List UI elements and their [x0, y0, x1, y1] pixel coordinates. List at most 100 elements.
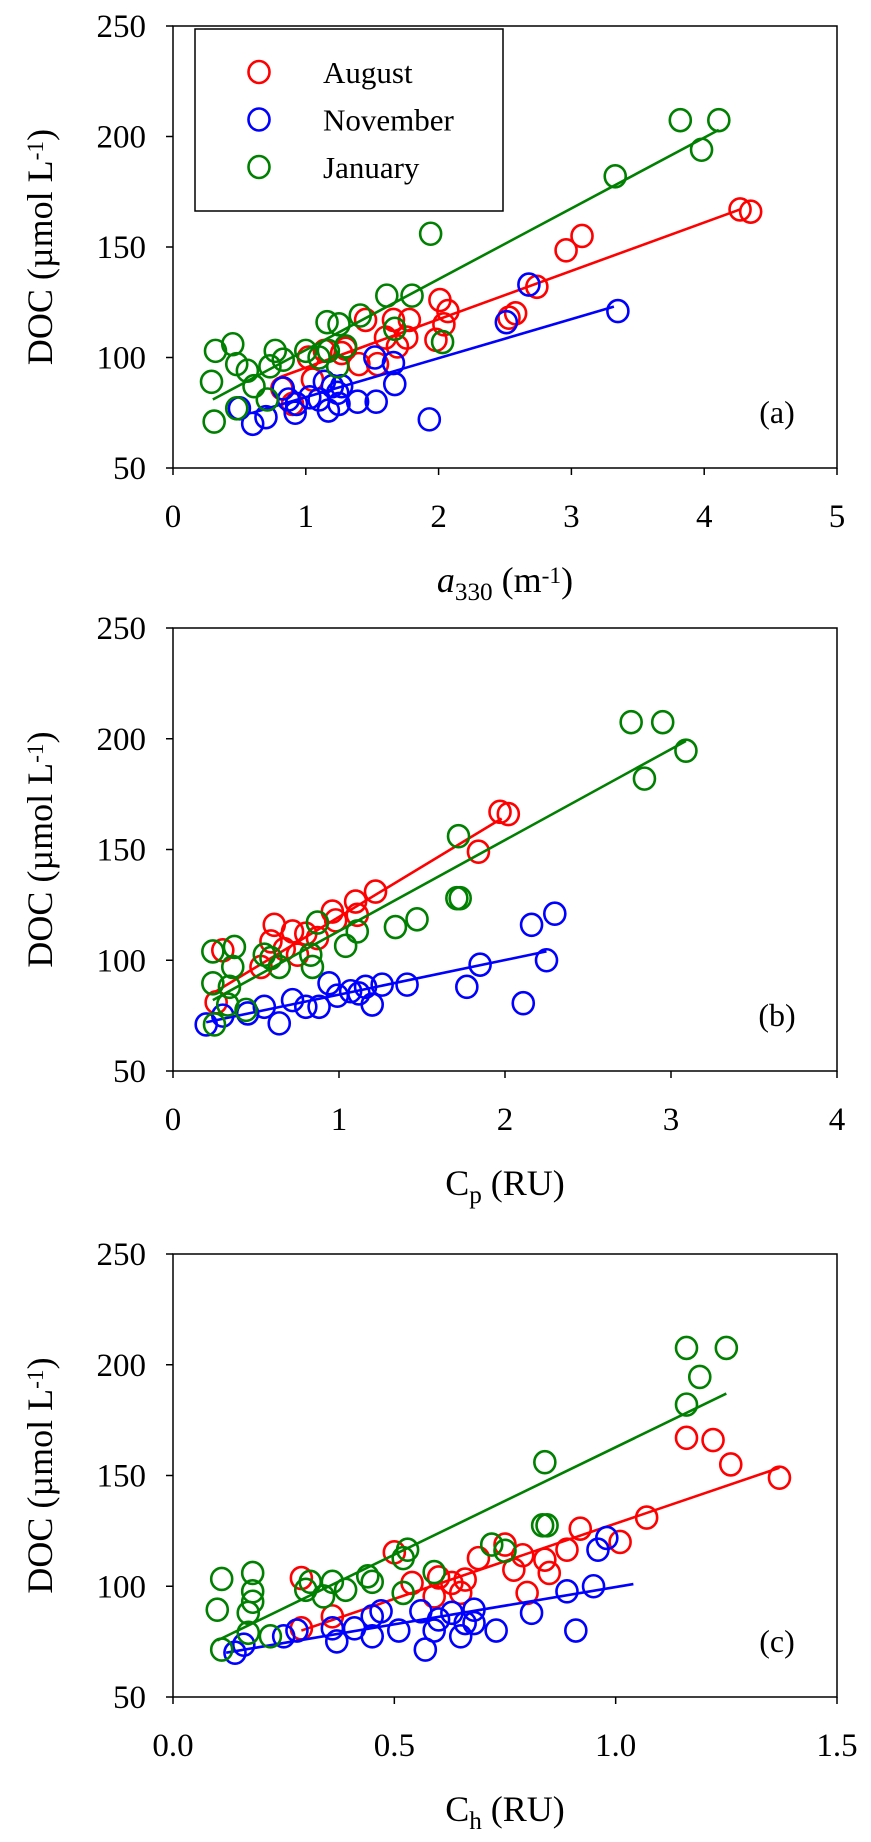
data-point — [674, 1425, 699, 1451]
panel-label: (c) — [759, 1623, 795, 1659]
data-point — [570, 223, 594, 249]
data-point — [363, 879, 388, 904]
series-january — [199, 107, 731, 434]
data-point — [283, 400, 307, 426]
data-point — [728, 197, 752, 222]
data-point — [533, 1547, 557, 1572]
data-point — [448, 1580, 473, 1606]
data-point — [293, 338, 318, 364]
y-axis-title: DOC (µmol L-1) — [20, 1357, 60, 1593]
data-point — [364, 389, 388, 415]
data-point — [568, 1516, 593, 1541]
data-point — [494, 309, 519, 335]
data-point — [280, 987, 305, 1013]
x-axis-title-part: a — [437, 560, 455, 600]
legend-label-august: August — [323, 55, 413, 90]
data-point — [333, 334, 358, 359]
data-point — [234, 997, 258, 1023]
series-august — [270, 197, 763, 417]
data-point — [202, 1012, 227, 1037]
y-axis-title-part: -1 — [23, 141, 49, 161]
x-tick-label: 1 — [331, 1102, 348, 1138]
data-point — [348, 303, 373, 328]
data-point — [271, 1624, 296, 1649]
data-point — [422, 1559, 446, 1585]
data-point — [202, 409, 226, 434]
data-point — [311, 1584, 336, 1609]
data-point — [201, 939, 225, 964]
data-point — [448, 885, 472, 911]
data-point — [493, 1532, 517, 1557]
data-point — [209, 1566, 234, 1592]
x-axis-title-part: p — [469, 1182, 482, 1209]
data-point — [224, 396, 249, 421]
data-point — [315, 309, 339, 335]
data-point — [285, 942, 310, 968]
data-point — [714, 1335, 739, 1361]
y-tick-label: 50 — [113, 1680, 146, 1716]
x-tick-label: 1.5 — [816, 1728, 857, 1764]
data-point — [466, 1545, 491, 1571]
y-axis-title-part: ) — [20, 1357, 60, 1369]
data-point — [519, 1600, 544, 1626]
data-point — [382, 316, 407, 342]
data-point — [432, 312, 456, 337]
y-tick-label: 100 — [97, 1569, 147, 1605]
data-point — [533, 1449, 557, 1475]
x-axis-title: a330 (m-1) — [437, 560, 573, 606]
y-axis-title-part: -1 — [23, 1369, 49, 1389]
data-point — [395, 972, 419, 997]
y-tick-label: 250 — [97, 9, 147, 45]
plot-frame — [172, 1253, 838, 1698]
x-axis-title-part: ) — [561, 560, 573, 600]
x-tick-label: 1 — [298, 499, 315, 535]
data-point — [317, 970, 341, 996]
data-point — [355, 1563, 380, 1589]
data-point — [240, 1589, 265, 1615]
y-tick-label: 150 — [97, 1459, 147, 1495]
x-axis-title-part: (RU) — [482, 1163, 565, 1203]
data-point — [555, 1537, 579, 1563]
panel-label: (b) — [758, 997, 795, 1033]
legend-marker-january — [247, 154, 271, 180]
fit-line — [216, 1392, 727, 1642]
data-point — [222, 934, 247, 960]
data-point — [650, 709, 675, 735]
data-point — [405, 906, 429, 932]
data-point — [707, 107, 731, 133]
y-tick-label: 200 — [97, 1348, 147, 1384]
data-point — [382, 371, 407, 397]
y-axis-title-part: DOC (µmol L — [20, 160, 60, 365]
y-tick-label: 250 — [97, 611, 147, 647]
data-point — [240, 1560, 265, 1586]
data-point — [606, 298, 630, 324]
data-point — [307, 994, 331, 1020]
data-point — [209, 1637, 234, 1662]
data-point — [581, 1573, 606, 1599]
data-point — [554, 238, 578, 263]
data-point — [267, 1011, 292, 1036]
data-point — [263, 338, 288, 364]
data-point — [258, 354, 282, 379]
data-point — [324, 1629, 349, 1654]
data-point — [220, 954, 245, 980]
y-axis-title: DOC (µmol L-1) — [20, 731, 60, 967]
data-point — [413, 1637, 438, 1662]
data-point — [327, 312, 351, 337]
data-point — [430, 329, 455, 355]
x-axis-title-part: (RU) — [482, 1789, 565, 1829]
data-point — [448, 1624, 473, 1649]
x-axis-title-part: -1 — [542, 563, 562, 589]
data-point — [325, 380, 350, 406]
data-point — [194, 1012, 218, 1037]
data-point — [333, 933, 358, 959]
data-point — [320, 1616, 345, 1641]
data-point — [619, 709, 643, 735]
x-axis-title-part: h — [469, 1808, 482, 1835]
legend-box — [194, 28, 504, 212]
data-point — [255, 387, 280, 412]
legend-label-november: November — [323, 103, 455, 138]
series-january — [205, 1335, 739, 1662]
